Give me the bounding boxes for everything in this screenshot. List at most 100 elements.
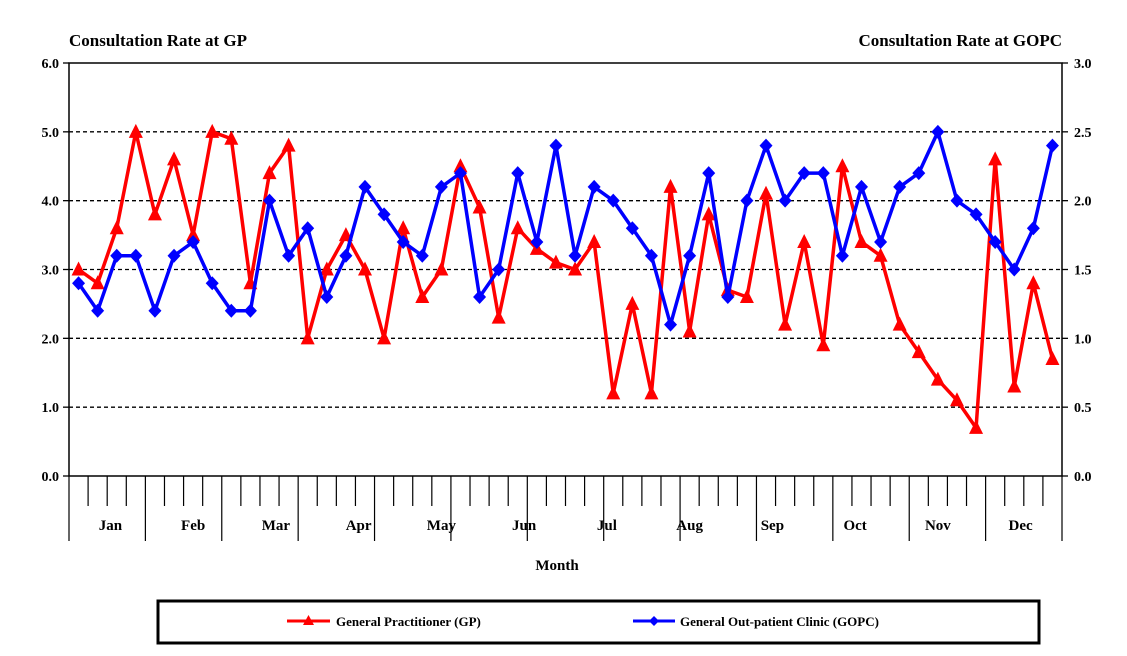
gopc-data-point <box>1045 138 1059 153</box>
series-gp <box>71 123 1060 434</box>
gopc-data-point <box>243 303 257 318</box>
gp-data-point <box>682 323 697 338</box>
gopc-data-point <box>568 248 582 263</box>
gp-data-point <box>396 220 411 235</box>
series-line <box>77 130 1055 430</box>
gopc-data-point <box>988 234 1002 249</box>
month-label: Oct <box>843 518 866 534</box>
left-axis-title: Consultation Rate at GP <box>69 31 247 50</box>
month-label: Feb <box>181 518 205 534</box>
gp-data-point <box>281 137 296 152</box>
gopc-data-point <box>453 166 467 181</box>
gopc-data-point <box>396 234 410 249</box>
month-label: Aug <box>676 518 703 534</box>
gp-data-point <box>663 178 678 193</box>
gp-data-point <box>873 247 888 262</box>
gopc-data-point <box>434 179 448 194</box>
gp-data-point <box>472 199 487 214</box>
gp-data-point <box>71 261 86 276</box>
gp-data-point <box>109 220 124 235</box>
month-label: Jan <box>99 518 123 534</box>
gopc-data-point <box>320 290 334 305</box>
legend-item-gp: General Practitioner (GP) <box>287 614 481 629</box>
gp-data-point <box>224 130 239 145</box>
gopc-data-point <box>874 234 888 249</box>
legend: General Practitioner (GP) General Out-pa… <box>156 599 1041 645</box>
gopc-data-point <box>148 303 162 318</box>
right-tick-label: 1.5 <box>1074 264 1092 279</box>
gopc-data-point <box>301 221 315 236</box>
gopc-data-point <box>816 166 830 181</box>
gopc-data-point <box>282 248 296 263</box>
gopc-data-point <box>721 290 735 305</box>
legend-gp-marker <box>303 615 314 625</box>
gp-data-point <box>357 261 372 276</box>
left-tick-label: 6.0 <box>42 57 60 72</box>
gopc-data-point <box>167 248 181 263</box>
gp-data-point <box>644 385 659 400</box>
gp-data-point <box>147 206 162 221</box>
gopc-data-point <box>664 317 678 332</box>
gopc-data-point <box>950 193 964 208</box>
gopc-data-point <box>224 303 238 318</box>
gp-data-point <box>319 261 334 276</box>
left-tick-label: 4.0 <box>42 195 60 210</box>
legend-gopc-label: General Out-patient Clinic (GOPC) <box>680 614 879 629</box>
left-tick-label: 2.0 <box>42 332 60 347</box>
series-layer <box>71 123 1060 434</box>
gp-data-point <box>625 295 640 310</box>
gopc-data-point <box>835 248 849 263</box>
right-tick-label: 1.0 <box>1074 332 1092 347</box>
gopc-data-point <box>549 138 563 153</box>
gopc-data-point <box>740 193 754 208</box>
gp-data-point <box>797 233 812 248</box>
left-tick-label: 0.0 <box>42 470 60 485</box>
right-tick-label: 3.0 <box>1074 57 1092 72</box>
gopc-data-point <box>606 193 620 208</box>
gp-data-point <box>778 316 793 331</box>
gp-data-point <box>949 392 964 407</box>
gopc-data-point <box>625 221 639 236</box>
gopc-data-point <box>1007 262 1021 277</box>
gp-data-point <box>548 254 563 269</box>
right-tick-label: 0.5 <box>1074 401 1092 416</box>
month-label: Nov <box>925 518 951 534</box>
gopc-data-point <box>702 166 716 181</box>
month-label: Dec <box>1009 518 1033 534</box>
month-label: Jul <box>597 518 617 534</box>
series-gopc <box>72 124 1059 332</box>
gp-data-point <box>167 151 182 166</box>
gopc-data-point <box>186 234 200 249</box>
gp-data-point <box>701 206 716 221</box>
gopc-data-point <box>339 248 353 263</box>
gopc-data-point <box>644 248 658 263</box>
gopc-data-point <box>854 179 868 194</box>
gp-data-point <box>854 233 869 248</box>
gopc-data-point <box>377 207 391 222</box>
gp-data-point <box>128 123 143 138</box>
gp-data-point <box>892 316 907 331</box>
gp-data-point <box>377 330 392 345</box>
month-label: Sep <box>761 518 784 534</box>
gopc-data-point <box>492 262 506 277</box>
left-tick-label: 5.0 <box>42 126 60 141</box>
gopc-data-point <box>415 248 429 263</box>
gp-data-point <box>1007 378 1022 393</box>
x-axis-title: Month <box>535 558 579 574</box>
gp-data-point <box>911 344 926 359</box>
gp-data-point <box>415 289 430 304</box>
gp-data-point <box>300 330 315 345</box>
gopc-data-point <box>931 124 945 139</box>
gopc-data-point <box>893 179 907 194</box>
gopc-data-point <box>473 290 487 305</box>
month-label: May <box>427 518 457 534</box>
gp-data-point <box>835 158 850 173</box>
gopc-data-point <box>358 179 372 194</box>
gp-data-point <box>930 371 945 386</box>
gp-data-point <box>759 185 774 200</box>
gp-data-point <box>969 419 984 434</box>
gopc-data-point <box>110 248 124 263</box>
gopc-data-point <box>91 303 105 318</box>
gp-data-point <box>587 233 602 248</box>
